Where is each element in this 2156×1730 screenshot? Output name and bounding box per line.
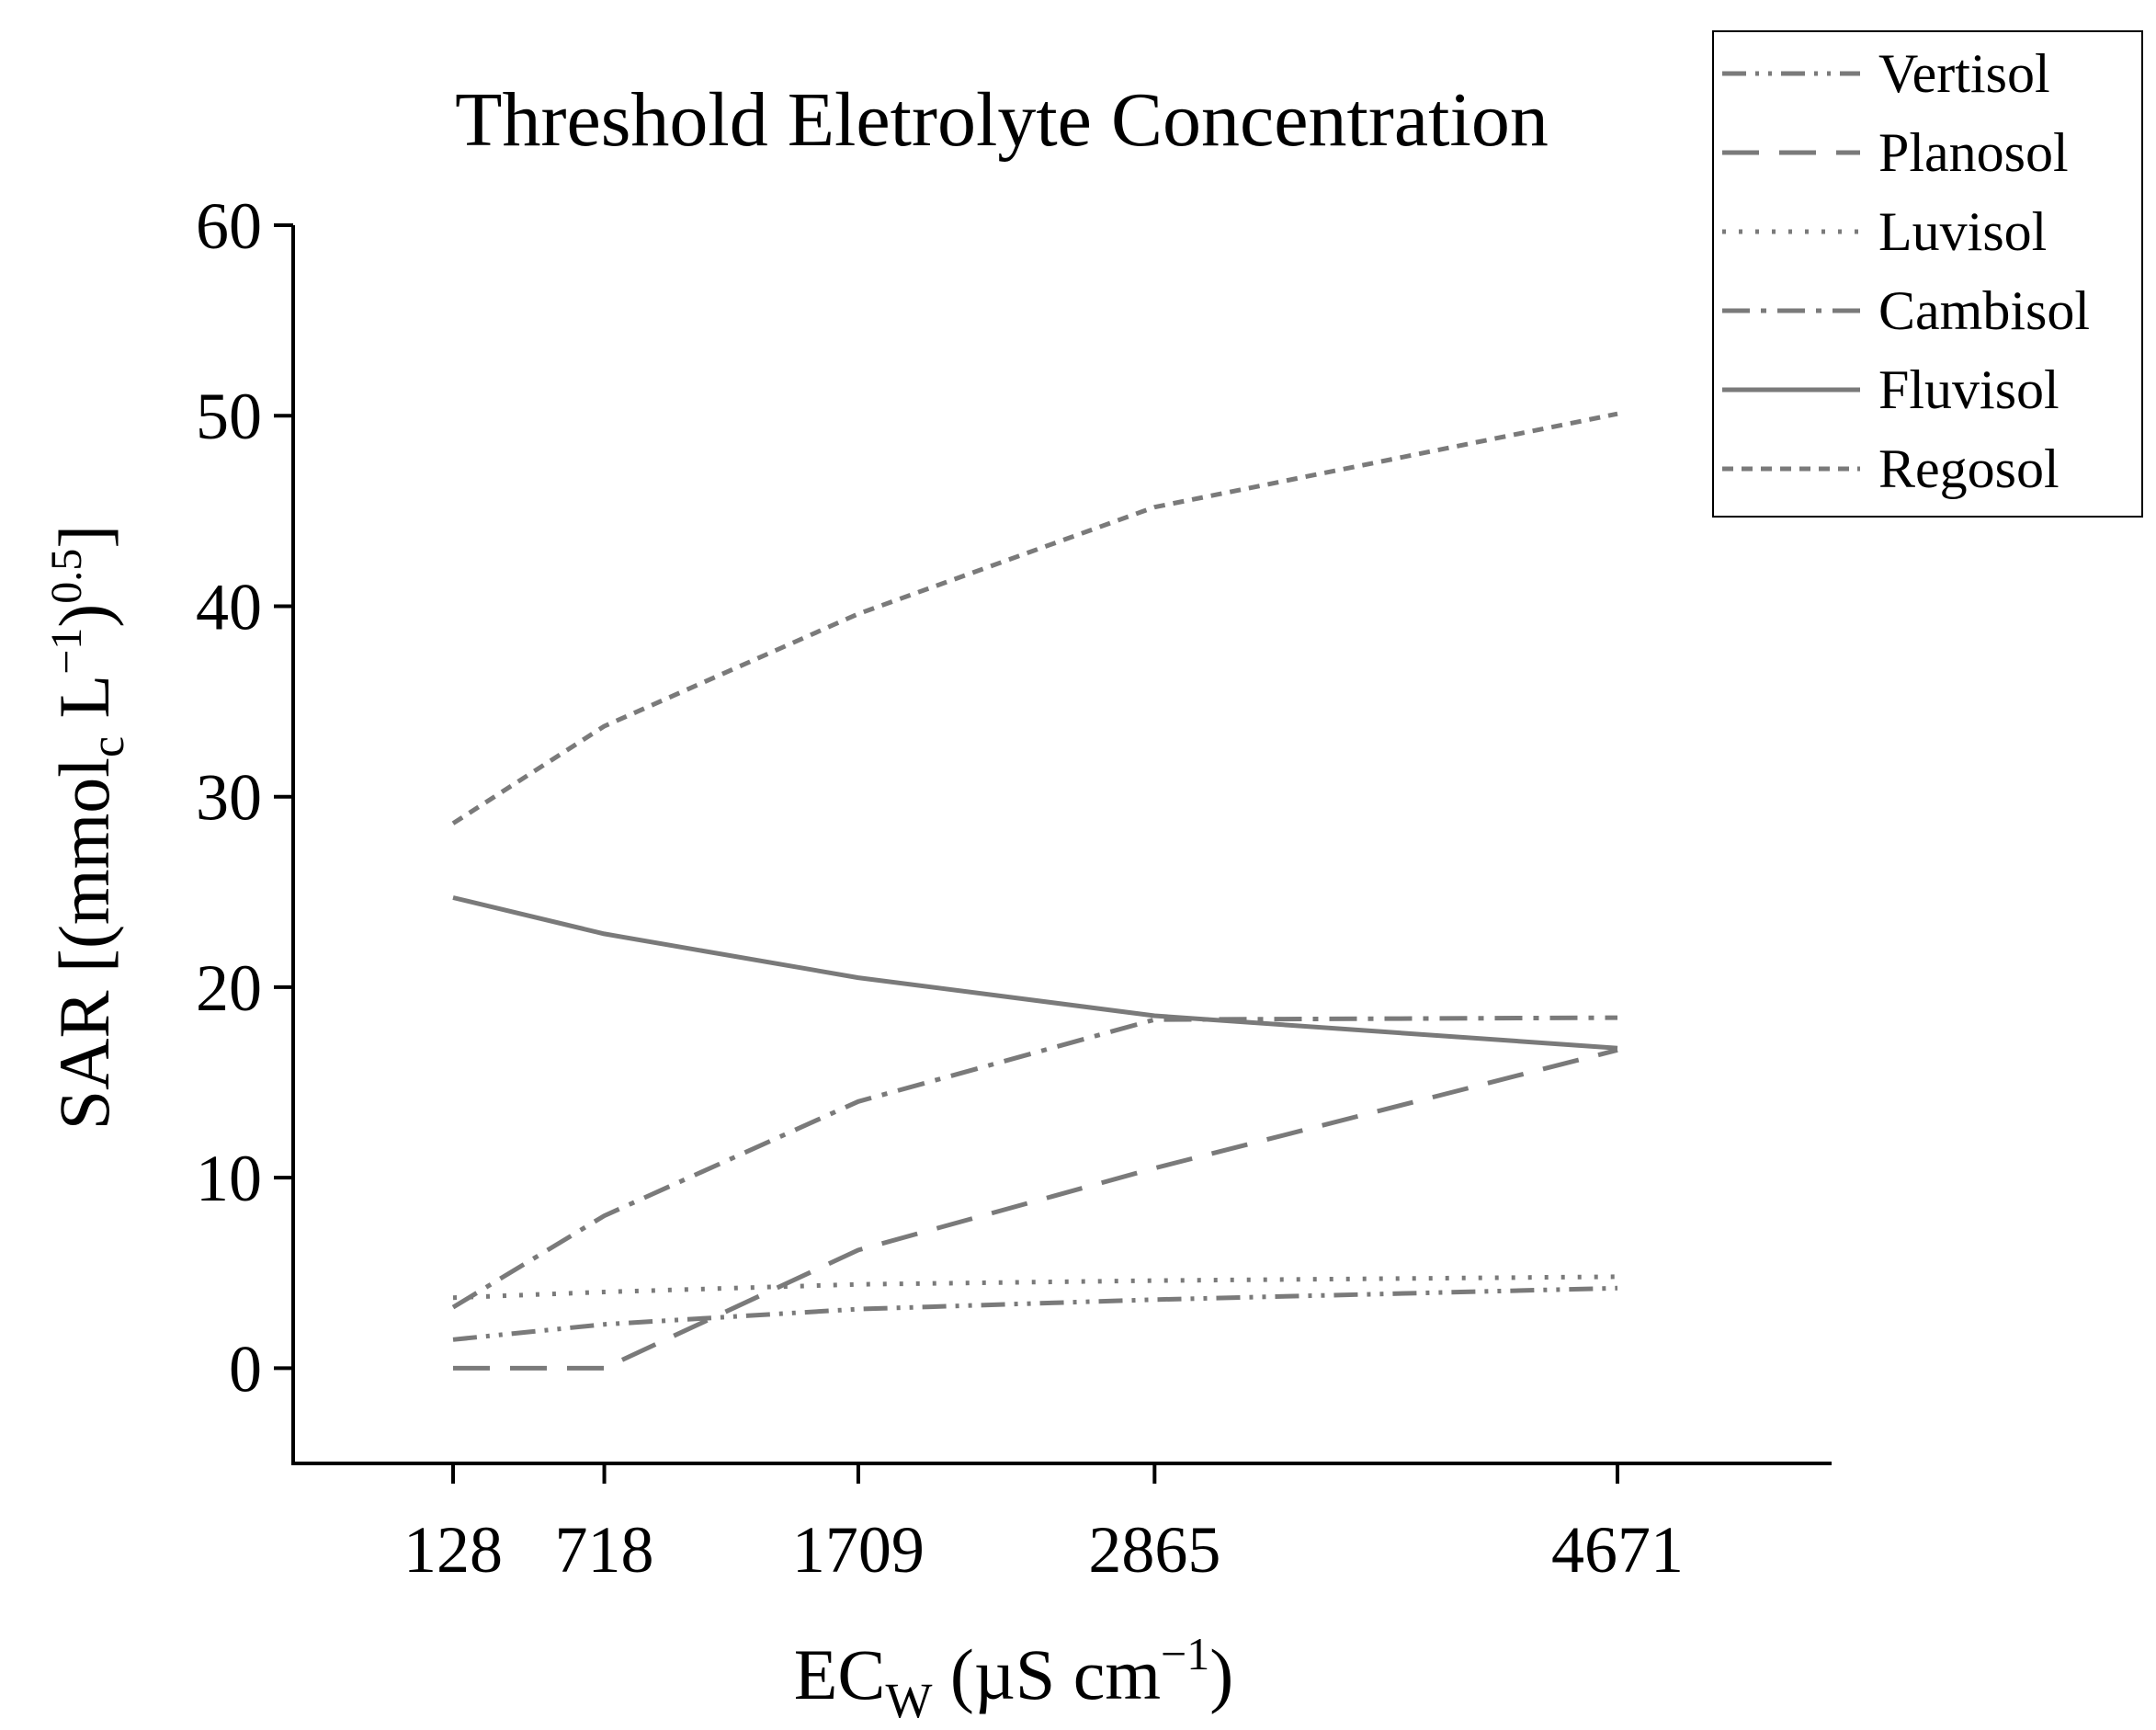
x-ticks: 128 718 1709 2865 4671 [403,1463,1684,1587]
y-axis-title: SAR [(mmolc L−1)0.5] [42,525,134,1131]
chart-title: Threshold Eletrolyte Concentration [455,77,1549,163]
x-tick-label: 128 [403,1513,503,1587]
y-tick-label: 50 [196,380,262,453]
x-axis-title-main: EC [794,1634,886,1714]
legend: Vertisol Planosol Luvisol Cambisol Fluvisol R… [1712,30,2143,518]
y-tick-label: 0 [229,1332,262,1406]
x-axis-title-close: ) [1209,1634,1233,1714]
series-line-planosol [453,1047,1618,1371]
y-axis-title-mid2: ) [44,604,124,628]
y-axis-title-mid: L [44,675,124,736]
legend-box [1712,30,2143,518]
legend-label-regosol: Regosol [1878,438,2060,499]
y-axis-title-sup2: 0.5 [42,549,91,604]
series-line-cambisol [451,1015,1618,1310]
x-tick-label: 2865 [1088,1513,1220,1587]
y-tick-label: 10 [196,1142,262,1215]
y-tick-label: 60 [196,189,262,263]
x-tick-label: 1709 [792,1513,925,1587]
y-tick-label: 40 [196,570,262,643]
x-axis-title-sup: −1 [1161,1628,1209,1679]
y-axis-title-close: ] [44,525,124,549]
x-tick-label: 718 [555,1513,654,1587]
series-group [451,411,1618,1371]
legend-label-vertisol: Vertisol [1878,43,2050,104]
x-axis-title-units: (µS cm [932,1634,1161,1714]
series-line-vertisol [452,1285,1618,1342]
y-axis-title-sub: c [82,736,134,757]
axes [291,225,1832,1465]
legend-entries: Vertisol Planosol Luvisol Cambisol Fluvisol R… [1722,43,2090,499]
series-line-fluvisol [452,895,1618,1051]
y-tick-label: 30 [196,761,262,835]
x-axis-title-sub: W [885,1673,932,1728]
y-tick-label: 20 [196,951,262,1025]
x-tick-label: 4671 [1551,1513,1684,1587]
y-axis-title-sup1: −1 [42,628,91,675]
legend-label-cambisol: Cambisol [1878,280,2090,341]
legend-label-fluvisol: Fluvisol [1878,359,2060,420]
legend-label-planosol: Planosol [1878,122,2069,183]
series-line-luvisol [452,1274,1618,1301]
series-line-regosol [451,411,1618,825]
legend-label-luvisol: Luvisol [1878,201,2047,262]
y-ticks: 0 10 20 30 40 50 60 [196,189,293,1406]
x-axis-title: ECW (µS cm−1) [794,1628,1233,1728]
y-axis-title-main: SAR [(mmol [44,757,124,1130]
